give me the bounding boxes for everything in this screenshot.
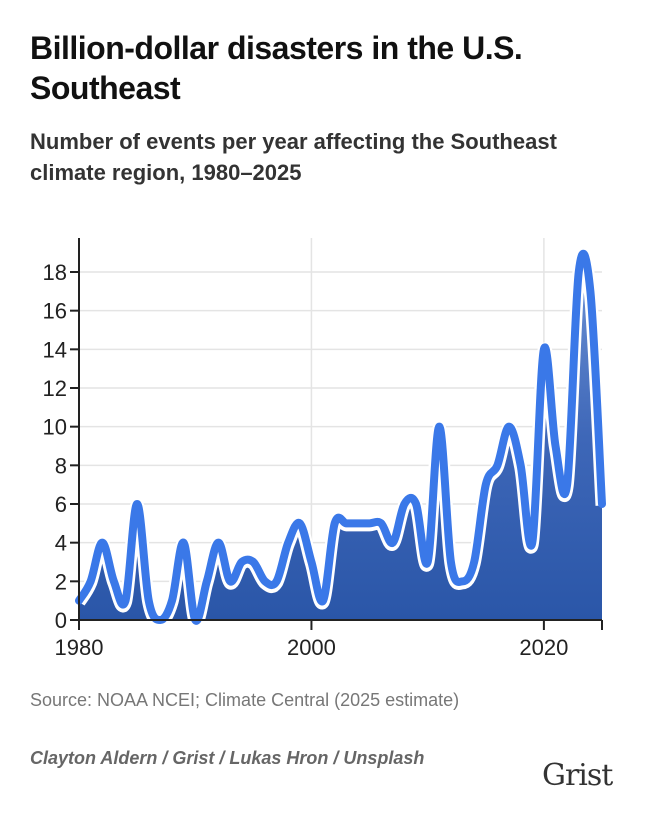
grist-logo: Grist [542,758,613,793]
y-tick-label: 6 [55,492,67,517]
credit-line: Clayton Aldern / Grist / Lukas Hron / Un… [30,748,425,768]
y-tick-label: 12 [43,376,67,401]
x-tick-label: 1980 [55,635,104,660]
y-tick-label: 0 [55,608,67,633]
x-tick-label: 2000 [287,635,336,660]
area-fill [79,253,602,621]
y-tick-label: 2 [55,569,67,594]
y-tick-label: 16 [43,299,67,324]
y-tick-label: 14 [43,337,67,362]
source-note: Source: NOAA NCEI; Climate Central (2025… [30,690,460,710]
chart-subtitle: Number of events per year affecting the … [30,129,557,185]
y-tick-label: 10 [43,415,67,440]
y-tick-label: 8 [55,453,67,478]
series-line [75,249,606,625]
y-tick-label: 18 [43,260,67,285]
x-tick-label: 2020 [519,635,568,660]
chart-title: Billion-dollar disasters in the U.S. Sou… [30,30,523,106]
y-tick-label: 4 [55,531,67,556]
